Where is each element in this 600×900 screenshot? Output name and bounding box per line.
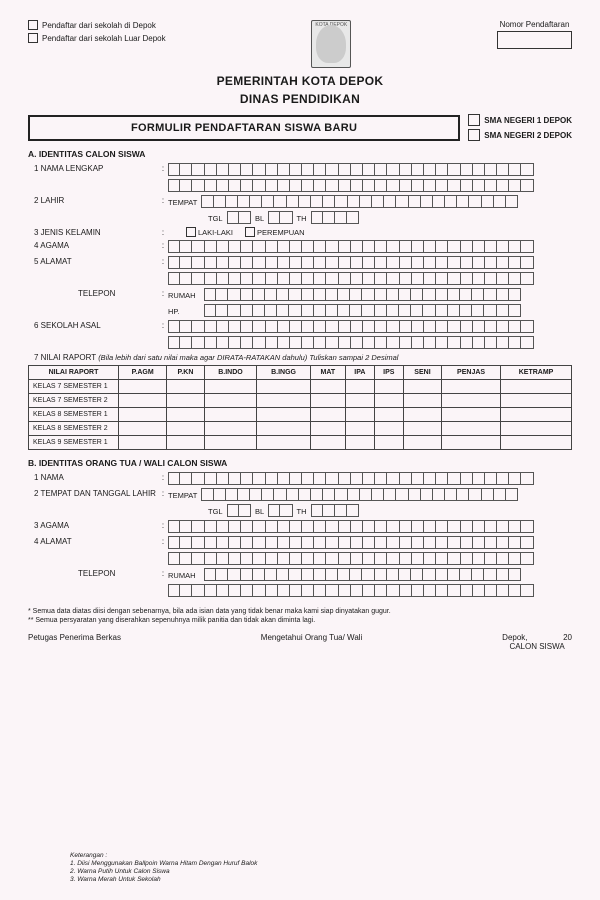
sma-select: SMA NEGERI 1 DEPOK SMA NEGERI 2 DEPOK xyxy=(468,114,572,141)
table-row: KELAS 7 SEMESTER 1 xyxy=(29,380,572,394)
gov-line1: PEMERINTAH KOTA DEPOK xyxy=(28,74,572,88)
field-b-telp: TELEPON: RUMAH xyxy=(28,568,572,581)
opt-label: Pendaftar dari sekolah di Depok xyxy=(42,21,156,30)
field-raport-label: 7 NILAI RAPORT (Bila lebih dari satu nil… xyxy=(28,353,572,362)
b-tgl-cells[interactable] xyxy=(227,504,251,517)
field-sekolah: 6 SEKOLAH ASAL: xyxy=(28,320,572,333)
section-b-title: B. IDENTITAS ORANG TUA / WALI CALON SISW… xyxy=(28,458,572,468)
kota-depok-logo: KOTA DEPOK xyxy=(311,20,351,68)
field-nama: 1 NAMA LENGKAP: xyxy=(28,163,572,176)
field-b-agama: 3 AGAMA: xyxy=(28,520,572,533)
table-row: KELAS 9 SEMESTER 1 xyxy=(29,436,572,450)
nomor-box[interactable] xyxy=(497,31,572,49)
signature-row: Petugas Penerima Berkas Mengetahui Orang… xyxy=(28,633,572,651)
agama-cells[interactable] xyxy=(168,240,534,253)
b-nama-cells[interactable] xyxy=(168,472,534,485)
title-row: FORMULIR PENDAFTARAN SISWA BARU SMA NEGE… xyxy=(28,114,572,141)
jk-laki-box[interactable] xyxy=(186,227,196,237)
field-b-alamat: 4 ALAMAT: xyxy=(28,536,572,549)
alamat-cells-1[interactable] xyxy=(168,256,534,269)
section-a-title: A. IDENTITAS CALON SISWA xyxy=(28,149,572,159)
top-row: Pendaftar dari sekolah di Depok Pendafta… xyxy=(28,20,572,68)
field-telepon: TELEPON: RUMAH xyxy=(28,288,572,301)
th-cells[interactable] xyxy=(311,211,360,224)
nama-cells-2[interactable] xyxy=(168,179,534,192)
gov-line2: DINAS PENDIDIKAN xyxy=(28,92,572,106)
nomor-label: Nomor Pendaftaran xyxy=(497,20,572,29)
field-lahir: 2 LAHIR: TEMPAT xyxy=(28,195,572,208)
nama-cells-1[interactable] xyxy=(168,163,534,176)
b-alamat-cells-1[interactable] xyxy=(168,536,534,549)
table-row: KELAS 7 SEMESTER 2 xyxy=(29,394,572,408)
b-th-cells[interactable] xyxy=(311,504,360,517)
field-b-ttl: 2 TEMPAT DAN TANGGAL LAHIR: TEMPAT xyxy=(28,488,572,501)
raport-table: NILAI RAPORTP.AGMP.KNB.INDOB.INGGMATIPAI… xyxy=(28,365,572,450)
disclaimer: * Semua data diatas diisi dengan sebenar… xyxy=(28,607,572,625)
b-bl-cells[interactable] xyxy=(268,504,292,517)
field-agama: 4 AGAMA: xyxy=(28,240,572,253)
sekolah-cells-2[interactable] xyxy=(168,336,534,349)
sekolah-cells-1[interactable] xyxy=(168,320,534,333)
origin-options: Pendaftar dari sekolah di Depok Pendafta… xyxy=(28,20,166,43)
rumah-cells[interactable] xyxy=(204,288,521,301)
tgl-cells[interactable] xyxy=(227,211,251,224)
sma1-option[interactable]: SMA NEGERI 1 DEPOK xyxy=(468,114,572,126)
b-hp-cells[interactable] xyxy=(168,584,534,597)
field-b-nama: 1 NAMA: xyxy=(28,472,572,485)
origin-opt-depok[interactable]: Pendaftar dari sekolah di Depok xyxy=(28,20,166,30)
sign-petugas: Petugas Penerima Berkas xyxy=(28,633,121,651)
hp-cells[interactable] xyxy=(204,304,521,317)
sign-ortu: Mengetahui Orang Tua/ Wali xyxy=(261,633,363,651)
b-agama-cells[interactable] xyxy=(168,520,534,533)
alamat-cells-2[interactable] xyxy=(168,272,534,285)
field-alamat: 5 ALAMAT: xyxy=(28,256,572,269)
b-alamat-cells-2[interactable] xyxy=(168,552,534,565)
form-title: FORMULIR PENDAFTARAN SISWA BARU xyxy=(28,115,460,141)
logo-area: KOTA DEPOK xyxy=(166,20,497,68)
opt-label: Pendaftar dari sekolah Luar Depok xyxy=(42,34,166,43)
nomor-pendaftaran: Nomor Pendaftaran xyxy=(497,20,572,49)
raport-header-row: NILAI RAPORTP.AGMP.KNB.INDOB.INGGMATIPAI… xyxy=(29,366,572,380)
jk-perempuan-box[interactable] xyxy=(245,227,255,237)
table-row: KELAS 8 SEMESTER 1 xyxy=(29,408,572,422)
tempat-cells[interactable] xyxy=(201,195,518,208)
sign-calon: Depok, 20 CALON SISWA xyxy=(502,633,572,651)
field-jk: 3 JENIS KELAMIN: LAKI-LAKI PEREMPUAN xyxy=(28,227,572,237)
b-tempat-cells[interactable] xyxy=(201,488,518,501)
keterangan: Keterangan : 1. Diisi Menggunakan Ballpo… xyxy=(70,852,257,885)
bl-cells[interactable] xyxy=(268,211,292,224)
table-row: KELAS 8 SEMESTER 2 xyxy=(29,422,572,436)
origin-opt-luar[interactable]: Pendaftar dari sekolah Luar Depok xyxy=(28,33,166,43)
b-rumah-cells[interactable] xyxy=(204,568,521,581)
sma2-option[interactable]: SMA NEGERI 2 DEPOK xyxy=(468,129,572,141)
